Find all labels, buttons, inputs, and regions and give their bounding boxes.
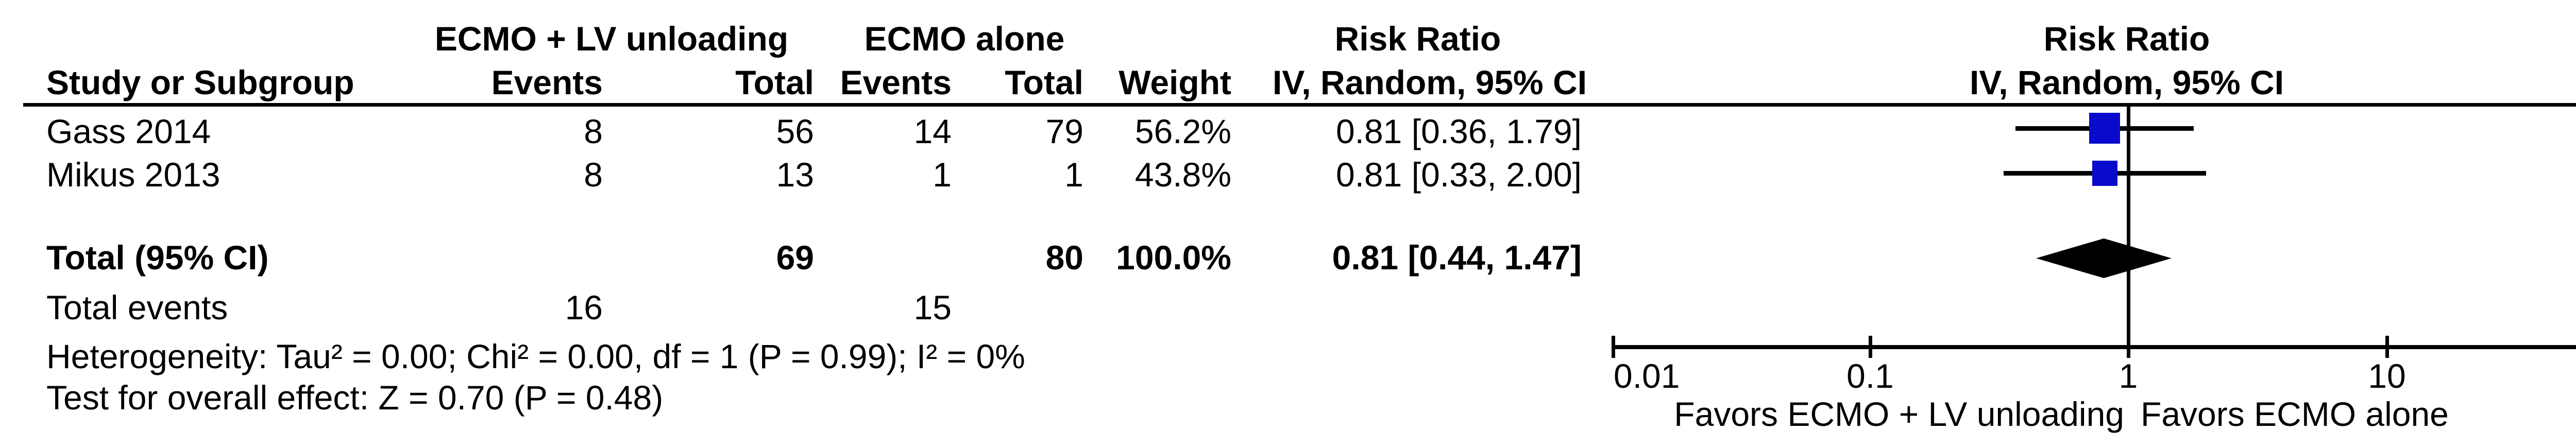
study-total1: 56 <box>776 112 814 150</box>
axis-tick <box>1869 336 1872 358</box>
risk-ratio-column-title: Risk Ratio <box>1334 20 1501 58</box>
axis-tick-label: 0.1 <box>1846 357 1894 395</box>
group2-header: ECMO alone <box>864 20 1065 58</box>
method-column-header: IV, Random, 95% CI <box>1273 63 1587 101</box>
study-rr-ci: 0.81 [0.36, 1.79] <box>1335 112 1582 150</box>
total-row-rr-ci: 0.81 [0.44, 1.47] <box>1332 238 1582 277</box>
total2-column-header: Total <box>1005 63 1083 101</box>
favors-right-label: Favors ECMO alone <box>2141 395 2449 433</box>
x-axis <box>1612 345 2576 349</box>
pooled-effect-diamond <box>2036 238 2172 278</box>
total-row-weight: 100.0% <box>1116 238 1231 277</box>
events1-column-header: Events <box>491 63 603 101</box>
total-row-label: Total (95% CI) <box>46 238 269 277</box>
risk-ratio-plot-title: Risk Ratio <box>2043 20 2210 58</box>
study-events1: 8 <box>584 112 603 150</box>
study-total1: 13 <box>776 156 814 194</box>
total-events2: 15 <box>913 288 952 326</box>
axis-tick-label: 1 <box>2119 357 2138 395</box>
total1-column-header: Total <box>735 63 814 101</box>
axis-tick <box>2127 336 2130 358</box>
header-rule <box>23 103 2576 107</box>
study-weight: 43.8% <box>1134 156 1231 194</box>
study-weight: 56.2% <box>1134 112 1231 150</box>
axis-tick <box>1612 336 1615 358</box>
total-row-total1: 69 <box>776 238 814 277</box>
study-rr-ci: 0.81 [0.33, 2.00] <box>1335 156 1582 194</box>
total-events1: 16 <box>565 288 603 326</box>
events2-column-header: Events <box>840 63 952 101</box>
axis-tick <box>2385 336 2389 358</box>
study-events2: 14 <box>913 112 952 150</box>
total-row-total2: 80 <box>1045 238 1083 277</box>
method-plot-header: IV, Random, 95% CI <box>1969 63 2284 101</box>
study-total2: 1 <box>1064 156 1083 194</box>
study-column-header: Study or Subgroup <box>46 63 354 101</box>
heterogeneity-note: Heterogeneity: Tau² = 0.00; Chi² = 0.00,… <box>46 337 1025 375</box>
study-events2: 1 <box>933 156 952 194</box>
null-effect-line <box>2127 107 2130 345</box>
study-marker-mikus-2013 <box>2092 161 2117 186</box>
weight-column-header: Weight <box>1118 63 1231 101</box>
favors-left-label: Favors ECMO + LV unloading <box>1674 395 2124 433</box>
study-total2: 79 <box>1045 112 1083 150</box>
study-name: Mikus 2013 <box>46 156 221 194</box>
study-marker-gass-2014 <box>2089 113 2120 144</box>
axis-tick-label: 10 <box>2368 357 2406 395</box>
group1-header: ECMO + LV unloading <box>434 20 789 58</box>
study-name: Gass 2014 <box>46 112 211 150</box>
total-events-label: Total events <box>46 288 228 326</box>
study-events1: 8 <box>584 156 603 194</box>
overall-effect-note: Test for overall effect: Z = 0.70 (P = 0… <box>46 379 664 417</box>
axis-tick-label: 0.01 <box>1614 357 1680 395</box>
